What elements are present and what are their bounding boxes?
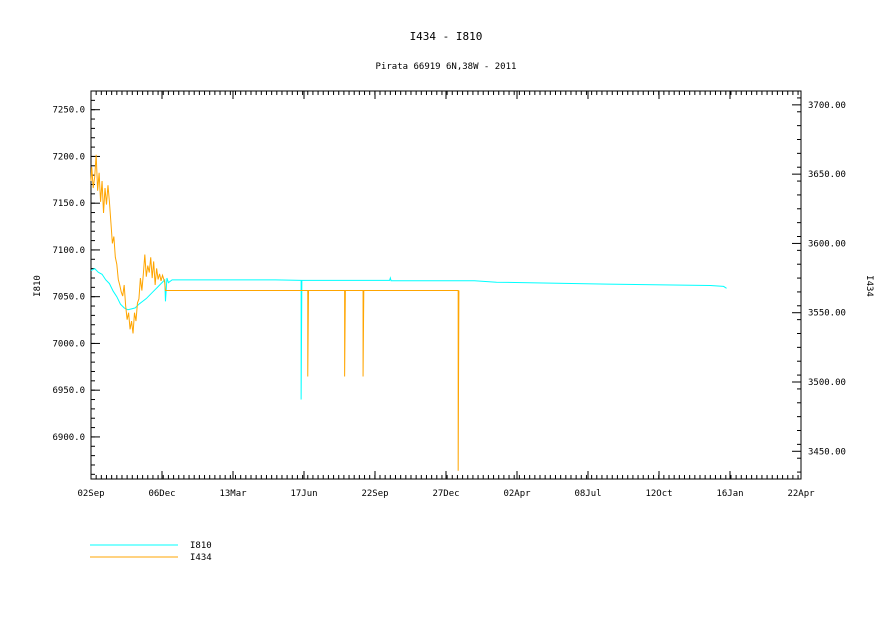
y-right-tick-label: 3550.00 — [808, 309, 846, 319]
x-tick-label: 22Apr — [787, 489, 815, 499]
y-right-tick-label: 3450.00 — [808, 447, 846, 457]
y-right-tick-label: 3600.00 — [808, 239, 846, 249]
y-right-ticks: 3450.00 3500.00 3550.00 3600.00 3650.00 3700.… — [792, 97, 846, 473]
y-left-axis-label: I810 — [33, 275, 43, 297]
chart-title: I434 - I810 — [410, 30, 483, 43]
series-line-i434 — [90, 154, 460, 471]
y-right-tick-label: 3500.00 — [808, 378, 846, 388]
x-tick-label: 02Sep — [77, 489, 104, 499]
x-tick-label: 06Dec — [148, 489, 175, 499]
y-right-axis-label: I434 — [864, 275, 874, 297]
x-tick-label: 08Jul — [574, 489, 601, 499]
y-left-tick-label: 7000.0 — [52, 339, 85, 349]
x-tick-label: 12Oct — [645, 489, 672, 499]
legend: I810 I434 — [90, 541, 212, 563]
x-tick-label: 27Dec — [432, 489, 459, 499]
y-left-tick-label: 7150.0 — [52, 199, 85, 209]
y-left-tick-label: 7250.0 — [52, 106, 85, 116]
y-right-tick-label: 3650.00 — [808, 170, 846, 180]
x-tick-label: 13Mar — [219, 489, 247, 499]
series-line-i810 — [90, 268, 727, 400]
legend-i434-label: I434 — [190, 553, 212, 563]
y-left-tick-label: 7050.0 — [52, 293, 85, 303]
series-layer — [90, 154, 727, 471]
x-tick-label: 16Jan — [716, 489, 743, 499]
y-left-tick-label: 7100.0 — [52, 246, 85, 256]
y-left-tick-label: 6950.0 — [52, 386, 85, 396]
x-tick-label: 02Apr — [503, 489, 531, 499]
y-left-tick-label: 6900.0 — [52, 433, 85, 443]
y-left-tick-label: 7200.0 — [52, 152, 85, 162]
x-ticks: 02Sep 06Dec 13Mar 17Jun 22Sep 27Dec 02Apr 08Jul… — [77, 91, 815, 499]
y-right-tick-label: 3700.00 — [808, 101, 846, 111]
x-tick-label: 22Sep — [361, 489, 388, 499]
x-tick-label: 17Jun — [290, 489, 317, 499]
y-left-ticks: 6900.0 6950.0 7000.0 7050.0 7100.0 7150.0 7200… — [52, 99, 100, 475]
legend-i810-label: I810 — [190, 541, 212, 551]
chart-subtitle: Pirata 66919 6N,38W - 2011 — [376, 62, 517, 72]
